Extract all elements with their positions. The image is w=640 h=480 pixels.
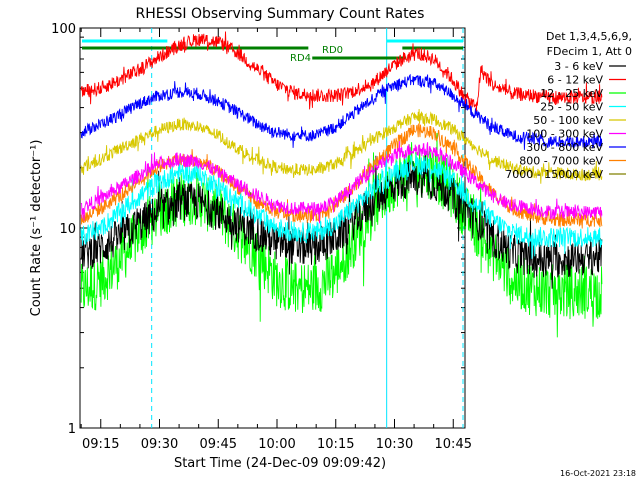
series-line-6 — [80, 73, 603, 150]
legend-entry-label: 7000 - 15000 keV — [505, 168, 603, 181]
series-line-1 — [80, 31, 603, 112]
y-tick-label: 100 — [51, 22, 76, 37]
legend-entry-label: 25 - 50 keV — [540, 101, 603, 114]
legend-header: FDecim 1, Att 0 — [547, 45, 632, 58]
legend: Det 1,3,4,5,6,9, FDecim 1, Att 0 3 - 6 keV… — [505, 30, 632, 181]
legend-entry-label: 50 - 100 keV — [533, 114, 603, 127]
x-tick-label: 09:30 — [141, 437, 178, 452]
x-tick-label: 10:30 — [376, 437, 413, 452]
legend-entry-label: 300 - 800 keV — [526, 141, 603, 154]
annotation-rd4: RD4 — [290, 53, 311, 64]
series-line-4 — [80, 108, 603, 184]
y-tick-label: 1 — [68, 422, 76, 437]
series-line-5 — [80, 140, 603, 224]
x-tick-label: 10:45 — [435, 437, 472, 452]
series-line-3 — [80, 154, 603, 259]
x-tick-label: 09:45 — [200, 437, 237, 452]
y-tick-label: 10 — [59, 222, 76, 237]
legend-entry-label: 6 - 12 keV — [547, 74, 603, 87]
y-axis-label: Count Rate (s⁻¹ detector⁻¹) — [29, 140, 44, 317]
x-tick-label: 10:00 — [258, 437, 295, 452]
x-tick-label: 10:15 — [317, 437, 354, 452]
legend-entry-label: 12 - 25 keV — [540, 87, 603, 100]
legend-entry-label: 3 - 6 keV — [554, 60, 603, 73]
legend-entry-label: 100 - 300 keV — [526, 128, 603, 141]
legend-header: Det 1,3,4,5,6,9, — [546, 30, 632, 43]
footer-timestamp: 16-Oct-2021 23:18 — [560, 469, 636, 478]
x-axis-label: Start Time (24-Dec-09 09:09:42) — [174, 456, 386, 471]
series-layer — [80, 31, 603, 338]
chart-title: RHESSI Observing Summary Count Rates — [136, 6, 425, 22]
legend-entry-label: 800 - 7000 keV — [519, 155, 603, 168]
x-axis-ticks: 09:15 09:30 09:45 10:00 10:15 10:30 10:45 — [80, 28, 472, 452]
annotation-rd0: RD0 — [322, 45, 343, 56]
x-tick-label: 09:15 — [82, 437, 119, 452]
